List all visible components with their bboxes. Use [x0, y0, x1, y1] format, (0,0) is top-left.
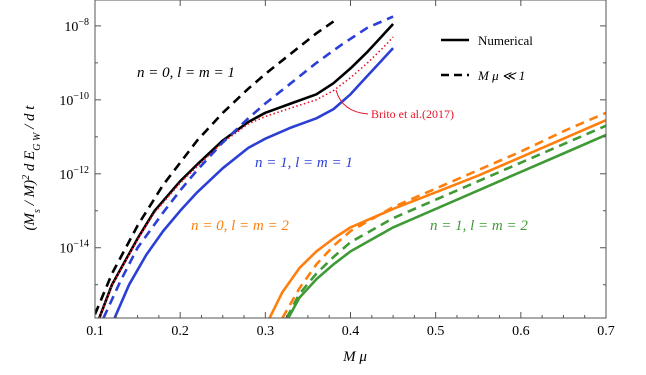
series-line-green-solid: [287, 133, 606, 318]
y-tick-label: 10−8: [64, 17, 89, 35]
series-line-blue-solid: [113, 47, 395, 318]
brito-label: Brito et al.(2017): [371, 107, 454, 121]
x-tick-label: 0.3: [257, 324, 275, 339]
series-line-red-dotted: [98, 36, 394, 318]
x-axis-title: M μ: [342, 349, 367, 365]
series-line-black-dashed: [95, 17, 339, 315]
annotation-n0-l1: n = 0, l = m = 1: [137, 65, 235, 81]
series-line-orange-dashed: [281, 111, 606, 318]
x-tick-label: 0.1: [86, 324, 104, 339]
series-layer: [95, 15, 606, 318]
series-line-green-dashed: [285, 124, 606, 318]
annotation-n1-l2: n = 1, l = m = 2: [430, 218, 528, 234]
series-line-blue-dashed: [102, 15, 394, 318]
x-tick-label: 0.6: [512, 324, 530, 339]
x-tick-label: 0.4: [342, 324, 360, 339]
annotation-n0-l2: n = 0, l = m = 2: [191, 218, 289, 234]
y-axis-title: (Ms / M)2 d EG W / d t: [21, 105, 43, 231]
y-tick-label: 10−12: [59, 165, 89, 183]
legend: Numerical M μ ≪ 1: [441, 33, 533, 83]
annotation-n1-l1: n = 1, l = m = 1: [255, 155, 353, 171]
legend-label-numerical: Numerical: [478, 33, 533, 48]
y-tick-label: 10−14: [59, 239, 89, 257]
y-tick-label: 10−10: [59, 91, 89, 109]
x-tick-label: 0.5: [427, 324, 445, 339]
ticks-layer: 0.1 0.2 0.3 0.4 0.5 0.6 0.7 10−8 10−10 10−12 10−14: [59, 0, 615, 339]
series-line-orange-solid: [268, 119, 606, 318]
brito-pointer: [335, 89, 369, 115]
legend-label-small-mmu: M μ ≪ 1: [477, 68, 525, 83]
svg-text:(Ms / M)2 d EG W / d t: (Ms / M)2 d EG W / d t: [21, 105, 43, 231]
x-tick-label: 0.7: [597, 324, 615, 339]
x-tick-label: 0.2: [171, 324, 189, 339]
